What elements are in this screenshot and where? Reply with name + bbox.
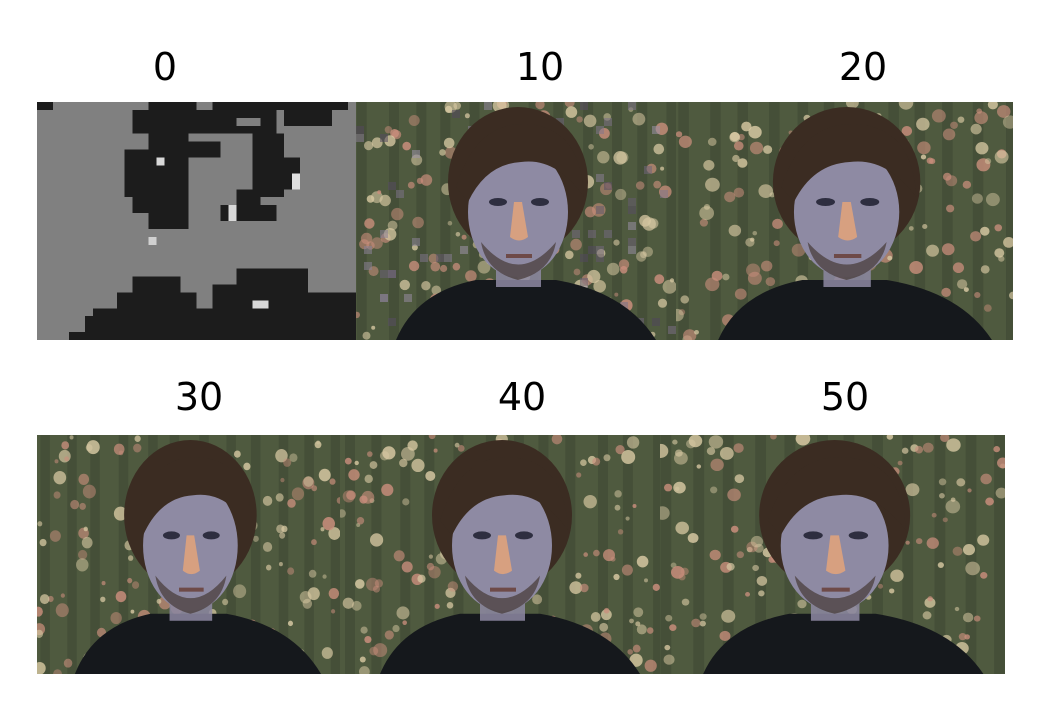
frame-0-quantized bbox=[37, 102, 356, 340]
frame-20-photo bbox=[676, 102, 1013, 340]
frame-10-noisy bbox=[356, 102, 676, 340]
frame-50-photo bbox=[660, 435, 1005, 674]
face-photo-image bbox=[356, 102, 676, 340]
panel-label-20: 20 bbox=[838, 45, 888, 89]
panel-label-0: 0 bbox=[152, 45, 178, 89]
frame-40-photo bbox=[340, 435, 660, 674]
face-photo-image bbox=[37, 435, 340, 674]
panel-label-30: 30 bbox=[174, 375, 224, 419]
face-photo-image bbox=[37, 102, 356, 340]
panel-label-50: 50 bbox=[820, 375, 870, 419]
frame-30-photo bbox=[37, 435, 340, 674]
face-photo-image bbox=[676, 102, 1013, 340]
face-photo-image bbox=[660, 435, 1005, 674]
panel-label-10: 10 bbox=[515, 45, 565, 89]
face-photo-image bbox=[340, 435, 660, 674]
panel-label-40: 40 bbox=[497, 375, 547, 419]
